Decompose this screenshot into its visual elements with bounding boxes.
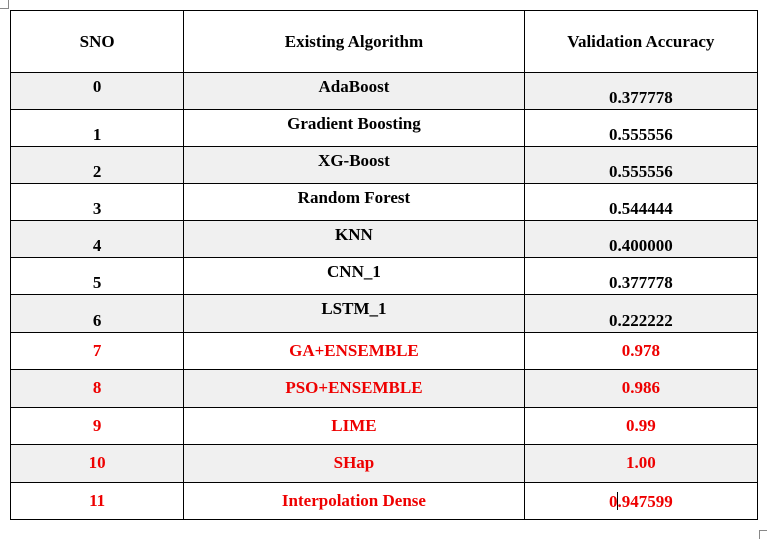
accuracy-text: 0.99 [625, 416, 656, 435]
accuracy-text: 0.555556 [608, 125, 673, 144]
table-row: 7 GA+ENSEMBLE 0.978 [9, 332, 759, 370]
table-row: 0 AdaBoost 0.377778 [9, 72, 759, 110]
table-row: 10 SHap 1.00 [9, 444, 759, 483]
table-row: 9 LIME 0.99 [9, 407, 759, 445]
table-row: 1 Gradient Boosting 0.555556 [9, 109, 759, 147]
algorithm-cell[interactable]: XG-Boost [183, 146, 525, 184]
table-row: 4 KNN 0.400000 [9, 220, 759, 258]
sno-text: 1 [92, 125, 102, 144]
algorithm-cell[interactable]: GA+ENSEMBLE [183, 332, 525, 370]
accuracy-cell[interactable]: 0.555556 [523, 109, 759, 147]
accuracy-text: 0.555556 [608, 162, 673, 181]
sno-cell[interactable]: 1 [9, 109, 185, 147]
sno-cell[interactable]: 7 [9, 332, 185, 370]
accuracy-cell[interactable]: 0.99 [523, 407, 759, 445]
algorithm-text: LSTM_1 [321, 299, 387, 318]
algorithm-cell[interactable]: Gradient Boosting [183, 109, 525, 147]
algorithm-text: PSO+ENSEMBLE [285, 378, 423, 397]
accuracy-text: 0.947599 [608, 492, 673, 511]
algorithm-cell[interactable]: LIME [183, 407, 525, 445]
table-row: 6 LSTM_1 0.222222 [9, 294, 759, 333]
table-row: 8 PSO+ENSEMBLE 0.986 [9, 369, 759, 408]
sno-text: 9 [92, 416, 102, 435]
header-sno[interactable]: SNO [9, 10, 185, 73]
sno-text: 7 [92, 341, 102, 360]
accuracy-text: 0.400000 [608, 236, 673, 255]
accuracy-cell[interactable]: 0.400000 [523, 220, 759, 258]
page-corner-mark-top [0, 0, 9, 9]
sno-text: 0 [92, 77, 102, 96]
sno-cell[interactable]: 3 [9, 183, 185, 221]
algorithm-cell[interactable]: KNN [183, 220, 525, 258]
sno-cell[interactable]: 5 [9, 257, 185, 295]
sno-text: 10 [88, 453, 106, 472]
algorithm-cell[interactable]: Interpolation Dense [183, 482, 525, 520]
table-row: 2 XG-Boost 0.555556 [9, 146, 759, 184]
sno-text: 8 [92, 378, 102, 397]
table-header-row: SNO Existing Algorithm Validation Accura… [9, 10, 759, 73]
accuracy-text: 0.222222 [608, 311, 673, 330]
sno-cell[interactable]: 6 [9, 294, 185, 333]
accuracy-cell[interactable]: 0.986 [523, 369, 759, 408]
sno-text: 5 [92, 273, 102, 292]
table-row: 3 Random Forest 0.544444 [9, 183, 759, 221]
accuracy-text: 0.986 [621, 378, 660, 397]
algorithm-text: CNN_1 [327, 262, 381, 281]
sno-cell[interactable]: 0 [9, 72, 185, 110]
algorithm-text: KNN [335, 225, 373, 244]
sno-text: 11 [89, 491, 106, 510]
algorithm-text: Random Forest [297, 188, 411, 207]
algorithm-text: LIME [331, 416, 377, 435]
algorithm-cell[interactable]: PSO+ENSEMBLE [183, 369, 525, 408]
algorithm-text: Interpolation Dense [281, 491, 426, 510]
header-existing-algorithm[interactable]: Existing Algorithm [183, 10, 525, 73]
sno-text: 2 [92, 162, 102, 181]
accuracy-cell[interactable]: 0.377778 [523, 257, 759, 295]
accuracy-cell[interactable]: 0.947599 [523, 482, 759, 520]
table-row: 5 CNN_1 0.377778 [9, 257, 759, 295]
accuracy-cell[interactable]: 0.555556 [523, 146, 759, 184]
accuracy-cell[interactable]: 0.377778 [523, 72, 759, 110]
algorithm-text: SHap [333, 453, 375, 472]
sno-cell[interactable]: 4 [9, 220, 185, 258]
sno-cell[interactable]: 9 [9, 407, 185, 445]
sno-text: 3 [92, 199, 102, 218]
algorithm-text: GA+ENSEMBLE [289, 341, 419, 360]
sno-text: 6 [92, 311, 102, 330]
accuracy-text: 0.377778 [608, 88, 673, 107]
accuracy-cell[interactable]: 0.978 [523, 332, 759, 370]
accuracy-table: SNO Existing Algorithm Validation Accura… [9, 10, 759, 520]
accuracy-text: 0.978 [621, 341, 660, 360]
sno-cell[interactable]: 11 [9, 482, 185, 520]
header-validation-accuracy[interactable]: Validation Accuracy [523, 10, 759, 73]
accuracy-cell[interactable]: 0.222222 [523, 294, 759, 333]
sno-cell[interactable]: 10 [9, 444, 185, 483]
accuracy-text: 0.544444 [608, 199, 673, 218]
page-corner-mark-bottom [759, 530, 767, 539]
algorithm-text: Gradient Boosting [287, 114, 421, 133]
algorithm-cell[interactable]: CNN_1 [183, 257, 525, 295]
algorithm-cell[interactable]: LSTM_1 [183, 294, 525, 333]
algorithm-text: XG-Boost [318, 151, 390, 170]
table-row: 11 Interpolation Dense 0.947599 [9, 482, 759, 520]
accuracy-text: 0.377778 [608, 273, 673, 292]
algorithm-cell[interactable]: SHap [183, 444, 525, 483]
accuracy-text: 1.00 [625, 453, 656, 472]
sno-text: 4 [92, 236, 102, 255]
sno-cell[interactable]: 8 [9, 369, 185, 408]
algorithm-text: AdaBoost [318, 77, 390, 96]
accuracy-cell[interactable]: 1.00 [523, 444, 759, 483]
sno-cell[interactable]: 2 [9, 146, 185, 184]
algorithm-cell[interactable]: Random Forest [183, 183, 525, 221]
algorithm-cell[interactable]: AdaBoost [183, 72, 525, 110]
accuracy-cell[interactable]: 0.544444 [523, 183, 759, 221]
text-cursor [616, 492, 618, 510]
